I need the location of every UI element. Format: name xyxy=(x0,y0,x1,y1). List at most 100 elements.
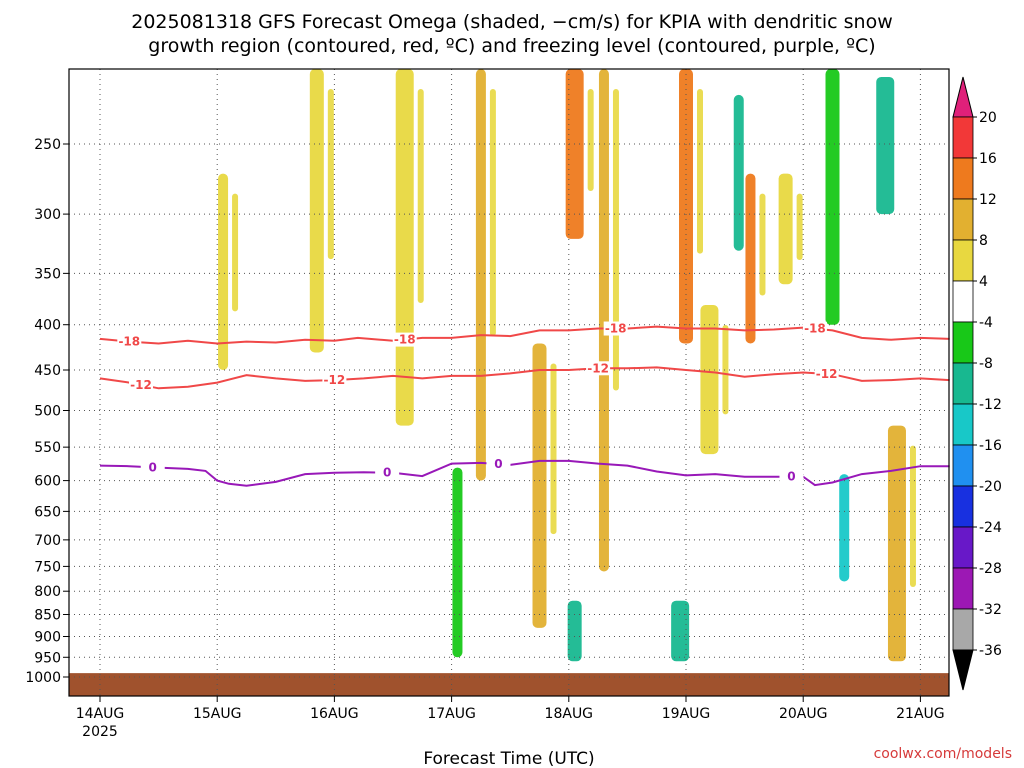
contour-label: 0 xyxy=(149,460,157,474)
y-tick-label: 850 xyxy=(34,608,61,624)
y-tick-label: 400 xyxy=(34,318,61,334)
y-tick-label: 500 xyxy=(34,404,61,420)
omega-shaded-streak xyxy=(550,363,557,535)
omega-shaded-streak xyxy=(327,89,334,260)
omega-shaded-region xyxy=(700,304,719,455)
omega-shaded-region xyxy=(475,69,486,481)
contour-label: 0 xyxy=(383,466,391,480)
omega-shaded-region xyxy=(395,69,414,426)
x-tick-label: 19AUG xyxy=(662,706,711,722)
colorbar: 20 16 12 8 4 -4 -8 -12 -16 -20 -24 -28 -32 -36 xyxy=(952,76,1002,691)
colorbar-label: -28 xyxy=(979,561,1002,577)
plot-area xyxy=(69,69,949,696)
contour-label-bg xyxy=(486,457,511,472)
colorbar-label: -20 xyxy=(979,479,1002,495)
x-axis-label: Forecast Time (UTC) xyxy=(423,749,594,768)
y-tick-label: 550 xyxy=(34,440,61,456)
contour-label-bg xyxy=(392,332,417,347)
contour-label: 0 xyxy=(494,457,502,471)
omega-shaded-region xyxy=(309,69,324,353)
colorbar-label: -24 xyxy=(979,520,1002,536)
omega-shaded-region xyxy=(567,600,582,662)
x-tick-label: 17AUG xyxy=(427,706,476,722)
colorbar-label: -4 xyxy=(979,315,993,331)
contour-label: -12 xyxy=(324,373,346,387)
colorbar-swatch xyxy=(952,444,974,487)
contour-label: -12 xyxy=(587,361,609,375)
omega-shaded-region xyxy=(839,474,850,582)
contour-label-bg xyxy=(375,465,400,480)
contour-label-bg xyxy=(603,321,628,336)
y-tick-label: 250 xyxy=(34,137,61,153)
colorbar-bottom-arrow xyxy=(952,649,974,691)
contour-label-bg xyxy=(140,460,165,475)
omega-shaded-streak xyxy=(587,89,594,191)
contour-label-bg xyxy=(322,373,347,388)
surface-terrain xyxy=(69,673,949,696)
terrain-band xyxy=(69,673,949,696)
y-tick-label: 450 xyxy=(34,363,61,379)
y-tick-label: 800 xyxy=(34,584,61,600)
colorbar-swatch xyxy=(952,198,974,241)
omega-shaded-streak xyxy=(759,193,766,296)
y-tick-label: 1000 xyxy=(25,670,61,686)
omega-shaded-region xyxy=(825,69,840,325)
contour-label-bg xyxy=(814,366,839,381)
omega-shading xyxy=(218,69,916,662)
x-tick-label: 15AUG xyxy=(193,706,242,722)
colorbar-swatch xyxy=(952,526,974,569)
colorbar-label: -36 xyxy=(979,643,1002,659)
plot-frame xyxy=(68,68,950,697)
plot-border xyxy=(68,68,950,697)
omega-shaded-streak xyxy=(697,89,703,254)
colorbar-swatch xyxy=(952,239,974,282)
y-tick-label: 750 xyxy=(34,559,61,575)
omega-shaded-streak xyxy=(489,89,496,336)
y-tick-label: 950 xyxy=(34,650,61,666)
colorbar-label: -8 xyxy=(979,356,993,372)
colorbar-swatch xyxy=(952,362,974,405)
colorbar-label: -32 xyxy=(979,602,1002,618)
omega-shaded-streak xyxy=(722,324,729,415)
colorbar-swatch xyxy=(952,485,974,528)
colorbar-swatch xyxy=(952,403,974,446)
y-tick-label: 900 xyxy=(34,629,61,645)
colorbar-label: -16 xyxy=(979,438,1002,454)
y-tick-label: 650 xyxy=(34,504,61,520)
contour-label-bg xyxy=(117,334,142,349)
omega-shaded-region xyxy=(565,69,584,239)
colorbar-swatch xyxy=(952,608,974,651)
chart-title-line-2: growth region (contoured, red, ºC) and f… xyxy=(148,35,875,57)
x-tick-label: 21AUG xyxy=(896,706,945,722)
x-tick-label: 16AUG xyxy=(310,706,359,722)
contour-label: -12 xyxy=(816,367,838,381)
contour-label: -18 xyxy=(118,335,140,349)
colorbar-swatch xyxy=(952,157,974,200)
credit-text: coolwx.com/models xyxy=(874,746,1012,762)
plot-background xyxy=(69,69,949,696)
contour-label: -12 xyxy=(130,378,152,392)
omega-shaded-region xyxy=(218,173,229,370)
colorbar-swatch xyxy=(952,567,974,610)
contour-line-minus12 xyxy=(99,366,950,390)
omega-shaded-region xyxy=(733,94,744,251)
omega-shaded-region xyxy=(679,69,693,344)
omega-shaded-region xyxy=(876,76,895,215)
y-tick-label: 300 xyxy=(34,207,61,223)
contour-label-bg xyxy=(802,321,827,336)
omega-shaded-streak xyxy=(232,193,239,312)
x-year-label: 2025 xyxy=(82,724,118,740)
y-axis-ticks: 250 300 350 400 450 500 550 600 650 700 750 800 850 9… xyxy=(25,137,69,686)
y-tick-label: 350 xyxy=(34,266,61,282)
contour-label: -18 xyxy=(605,322,627,336)
omega-shaded-region xyxy=(671,600,690,662)
y-tick-label: 700 xyxy=(34,533,61,549)
colorbar-swatch xyxy=(952,321,974,364)
contour-label: 0 xyxy=(787,470,795,484)
colorbar-label: 20 xyxy=(979,110,997,126)
omega-shaded-streak xyxy=(417,89,424,303)
chart-title-line-1: 2025081318 GFS Forecast Omega (shaded, −… xyxy=(131,11,893,33)
colorbar-label: 4 xyxy=(979,274,988,290)
colorbar-swatch xyxy=(952,116,974,159)
